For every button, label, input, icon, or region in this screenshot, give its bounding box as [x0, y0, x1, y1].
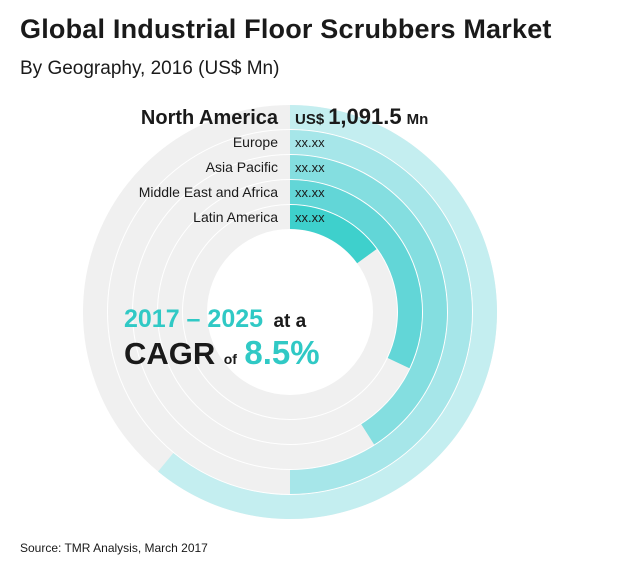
category-label-north-america: North America	[141, 107, 279, 129]
category-label-latin-america: Latin America	[193, 209, 278, 225]
value-label-europe: xx.xx	[295, 135, 325, 150]
data-arc-north-america	[158, 105, 498, 519]
data-arc-europe	[290, 130, 472, 494]
value-suffix: Mn	[407, 111, 429, 128]
value-number: 1,091.5	[328, 104, 401, 129]
chart-subtitle: By Geography, 2016 (US$ Mn)	[20, 58, 280, 79]
data-arc-latin-america	[290, 205, 377, 264]
data-arc-middle-east-and-africa	[290, 180, 423, 369]
cagr-value: 8.5%	[244, 334, 319, 371]
cagr-callout: 2017 – 2025 at a CAGR of 8.5%	[124, 305, 320, 371]
data-arcs	[158, 105, 498, 519]
cagr-at-a: at a	[273, 311, 306, 332]
source-note: Source: TMR Analysis, March 2017	[20, 541, 208, 555]
chart-title: Global Industrial Floor Scrubbers Market	[20, 14, 552, 44]
cagr-of: of	[224, 351, 238, 367]
value-label-asia-pacific: xx.xx	[295, 160, 325, 175]
value-label-latin-america: xx.xx	[295, 210, 325, 225]
category-label-europe: Europe	[233, 134, 278, 150]
category-label-middle-east-and-africa: Middle East and Africa	[139, 184, 279, 200]
cagr-value-line: CAGR of 8.5%	[124, 334, 320, 371]
cagr-period: 2017 – 2025	[124, 305, 263, 333]
cagr-label: CAGR	[124, 336, 215, 371]
value-label-middle-east-and-africa: xx.xx	[295, 185, 325, 200]
category-labels: North America US$ 1,091.5 Mn Europe xx.xx Asia…	[139, 104, 429, 225]
value-label-north-america: US$ 1,091.5 Mn	[295, 104, 428, 129]
cagr-period-line: 2017 – 2025 at a	[124, 305, 307, 333]
category-label-asia-pacific: Asia Pacific	[206, 159, 278, 175]
value-prefix: US$	[295, 111, 325, 128]
data-arc-asia-pacific	[290, 155, 447, 445]
